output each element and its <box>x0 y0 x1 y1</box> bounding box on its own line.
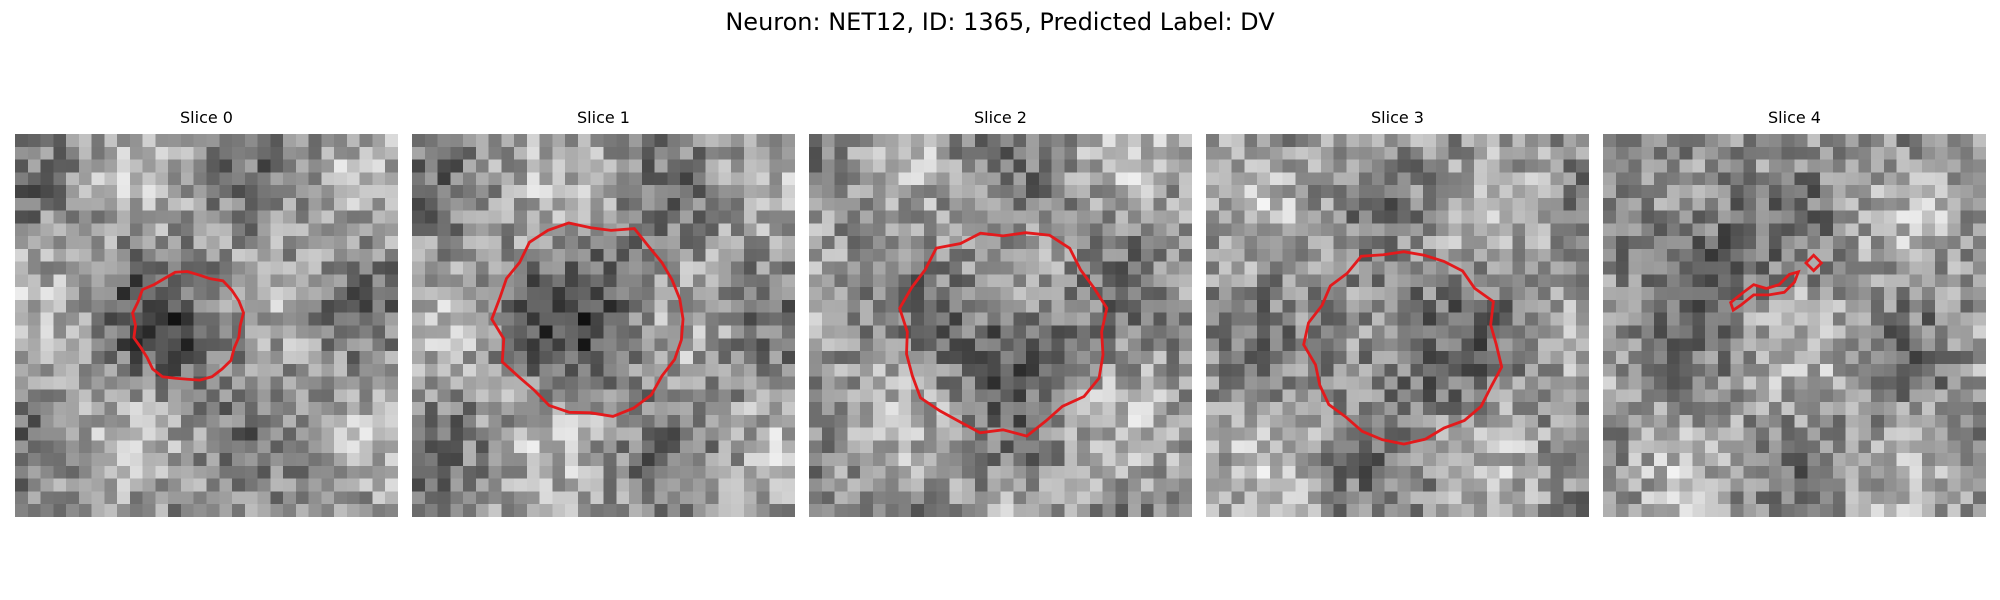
slice-image-1 <box>412 134 795 517</box>
roi-contour <box>131 270 245 382</box>
roi-contour <box>898 231 1109 438</box>
slice-title-3: Slice 3 <box>1371 108 1424 127</box>
roi-outline-1 <box>490 221 685 418</box>
roi-contour <box>1729 269 1801 313</box>
roi-contour <box>1302 250 1504 446</box>
roi-outline-0 <box>131 270 245 382</box>
slice-panel-1: Slice 1 <box>412 108 795 528</box>
roi-outline-4 <box>1729 253 1824 313</box>
slice-image-3 <box>1206 134 1589 517</box>
slice-image-4 <box>1603 134 1986 517</box>
slice-title-0: Slice 0 <box>180 108 233 127</box>
slice-image-0 <box>15 134 398 517</box>
roi-contour-fragment <box>1804 253 1824 273</box>
slice-panel-2: Slice 2 <box>809 108 1192 528</box>
figure-title: Neuron: NET12, ID: 1365, Predicted Label… <box>725 8 1275 36</box>
slice-title-2: Slice 2 <box>974 108 1027 127</box>
slice-title-1: Slice 1 <box>577 108 630 127</box>
slice-image-2 <box>809 134 1192 517</box>
roi-outline-3 <box>1302 250 1504 446</box>
roi-outline-2 <box>898 231 1109 438</box>
roi-contour <box>490 221 685 418</box>
slice-title-4: Slice 4 <box>1768 108 1821 127</box>
slice-panel-3: Slice 3 <box>1206 108 1589 528</box>
slice-panel-0: Slice 0 <box>15 108 398 528</box>
slice-panel-4: Slice 4 <box>1603 108 1986 528</box>
